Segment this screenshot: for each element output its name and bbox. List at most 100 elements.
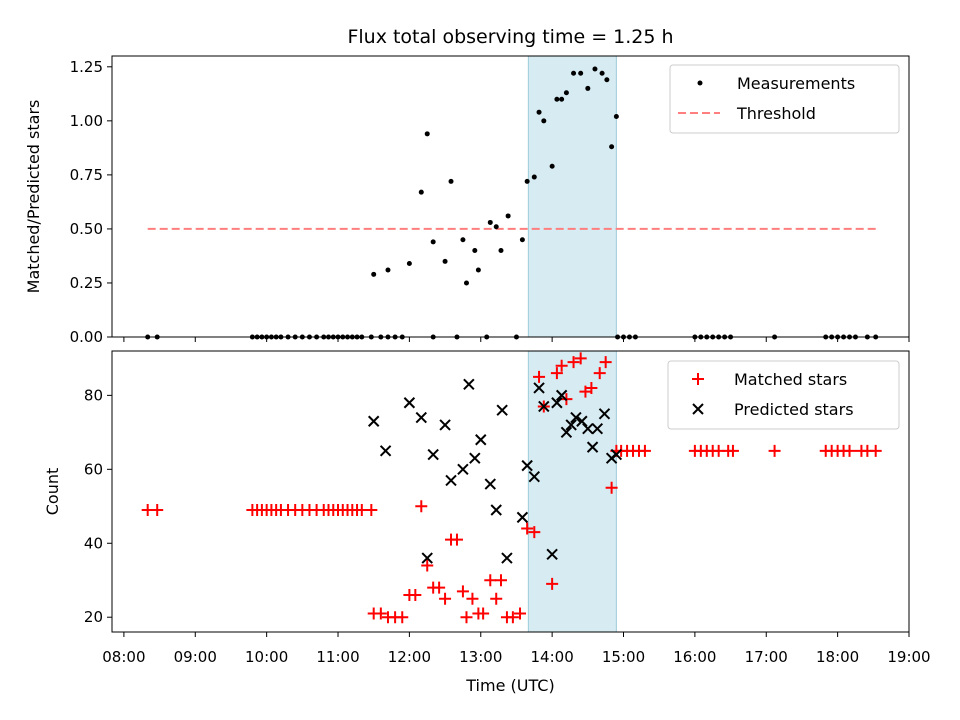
measurements-point	[424, 131, 430, 137]
matched-stars-point	[550, 367, 563, 380]
observing-window-shade	[528, 351, 617, 632]
top-panel-marks	[145, 56, 879, 340]
top-panel-axes: 0.00 0.25 0.50 0.75 1.00 1.25	[70, 58, 910, 346]
predicted-stars-point	[555, 389, 568, 402]
measurements-point	[599, 70, 605, 76]
matched-stars-point	[466, 592, 479, 605]
matched-stars-point	[477, 607, 490, 620]
legend-label-matched-stars: Matched stars	[734, 370, 847, 389]
bottom-y-axis-label: Count	[43, 468, 62, 516]
matched-stars-point	[494, 574, 507, 587]
measurements-point	[487, 219, 493, 225]
measurements-point	[472, 248, 478, 254]
measurements-point	[406, 261, 412, 267]
x-tick-label: 18:00	[816, 648, 859, 666]
matched-stars-point	[415, 500, 428, 513]
top-legend: Measurements Threshold	[669, 64, 900, 134]
predicted-stars-point	[403, 397, 416, 409]
x-tick-label: 13:00	[459, 648, 502, 666]
matched-stars-point	[151, 503, 164, 516]
matched-stars-point	[450, 533, 463, 546]
measurements-point	[531, 174, 537, 180]
matched-stars-point	[396, 611, 409, 624]
legend-label-threshold: Threshold	[736, 104, 816, 123]
measurements-point	[418, 189, 424, 195]
predicted-stars-point	[490, 504, 502, 516]
matched-stars-point	[506, 611, 519, 624]
matched-stars-point	[585, 381, 598, 394]
bottom-panel-frame	[111, 350, 910, 633]
predicted-stars-point	[501, 552, 513, 564]
predicted-stars-point	[469, 452, 481, 464]
matched-stars-point	[843, 444, 856, 457]
measurements-point	[571, 70, 577, 76]
measurements-point	[609, 144, 615, 150]
top-y-axis-label: Matched/Predicted stars	[24, 100, 43, 294]
predicted-stars-point	[546, 548, 558, 561]
top-legend-box	[669, 64, 900, 134]
legend-label-predicted-stars: Predicted stars	[734, 400, 854, 419]
y-tick-label: 80	[84, 386, 103, 404]
predicted-stars-point	[496, 404, 508, 416]
matched-stars-point	[374, 607, 387, 620]
predicted-stars-point	[439, 419, 451, 431]
matched-stars-point	[514, 607, 527, 620]
predicted-stars-point	[570, 411, 582, 424]
measurements-point	[448, 178, 454, 184]
predicted-stars-point	[610, 448, 623, 461]
bottom-legend-box	[667, 360, 900, 430]
measurements-point	[536, 109, 542, 115]
predicted-stars-point	[415, 411, 427, 424]
y-tick-label: 0.50	[70, 220, 103, 238]
measurements-point	[475, 267, 481, 273]
matched-stars-point	[574, 352, 587, 365]
measurements-point	[505, 213, 511, 219]
predicted-stars-point	[586, 441, 599, 453]
predicted-stars-point	[367, 415, 380, 427]
measurements-point	[430, 239, 436, 245]
matched-stars-point	[484, 574, 497, 587]
matched-stars-point	[433, 581, 446, 594]
measurements-point	[613, 114, 619, 120]
predicted-stars-point	[528, 471, 540, 483]
legend-marker-matched-stars	[692, 373, 704, 385]
measurements-point	[549, 163, 555, 169]
y-tick-label: 20	[84, 608, 103, 626]
bottom-panel-axes: 08:00 09:00 10:00 11:00 12:00 13:00 14:00 15:00…	[84, 386, 931, 666]
measurements-point	[541, 118, 547, 124]
measurements-point	[519, 237, 525, 243]
predicted-stars-point	[576, 415, 588, 427]
predicted-stars-point	[598, 408, 611, 420]
measurements-point	[554, 96, 560, 102]
chart-title: Flux total observing time = 1.25 h	[347, 26, 673, 48]
matched-stars-point	[605, 481, 618, 494]
legend-label-measurements: Measurements	[737, 74, 855, 93]
y-tick-label: 1.00	[70, 112, 103, 130]
y-tick-label: 1.25	[70, 58, 103, 76]
predicted-stars-point	[484, 478, 496, 490]
x-tick-label: 15:00	[602, 648, 645, 666]
measurements-point	[559, 96, 565, 102]
predicted-stars-point	[582, 422, 594, 435]
predicted-stars-point	[463, 378, 475, 390]
predicted-stars-point	[591, 422, 604, 435]
matched-stars-point	[555, 359, 568, 372]
matched-stars-point	[599, 356, 612, 369]
x-tick-label: 16:00	[673, 648, 716, 666]
y-tick-label: 0.00	[70, 328, 103, 346]
matched-stars-point	[533, 370, 546, 383]
matched-stars-point	[456, 585, 469, 598]
predicted-stars-point	[427, 448, 439, 461]
measurements-point	[585, 85, 591, 91]
predicted-stars-point	[551, 397, 563, 409]
y-tick-label: 0.75	[70, 166, 103, 184]
matched-stars-point	[528, 526, 541, 539]
observing-window-shade	[528, 56, 617, 337]
x-axis-label: Time (UTC)	[465, 676, 554, 695]
bottom-panel: 08:00 09:00 10:00 11:00 12:00 13:00 14:00 15:00…	[43, 350, 931, 695]
measurements-point	[371, 271, 377, 277]
predicted-stars-point	[521, 459, 533, 472]
predicted-stars-point	[379, 445, 392, 457]
x-tick-label: 09:00	[174, 648, 217, 666]
